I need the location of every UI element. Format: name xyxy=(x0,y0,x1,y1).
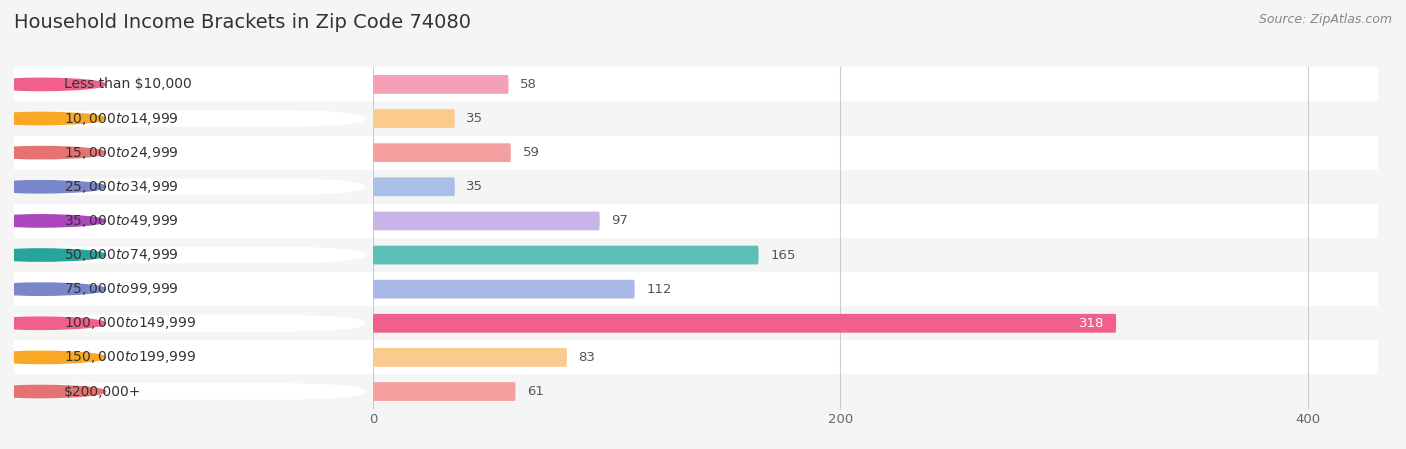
Text: 318: 318 xyxy=(1078,317,1105,330)
Bar xyxy=(14,340,373,374)
FancyBboxPatch shape xyxy=(18,110,366,127)
Text: 165: 165 xyxy=(770,249,796,261)
Bar xyxy=(373,204,1378,238)
Text: $100,000 to $149,999: $100,000 to $149,999 xyxy=(65,315,197,331)
FancyBboxPatch shape xyxy=(18,212,366,229)
FancyBboxPatch shape xyxy=(373,382,516,401)
Text: 35: 35 xyxy=(467,112,484,125)
FancyBboxPatch shape xyxy=(373,348,567,367)
FancyBboxPatch shape xyxy=(373,143,510,162)
FancyBboxPatch shape xyxy=(18,315,366,332)
Bar xyxy=(14,306,373,340)
Text: 112: 112 xyxy=(647,283,672,295)
FancyBboxPatch shape xyxy=(373,246,759,264)
Circle shape xyxy=(0,249,105,261)
FancyBboxPatch shape xyxy=(18,178,366,195)
Bar xyxy=(14,238,373,272)
Circle shape xyxy=(0,317,105,330)
Text: Source: ZipAtlas.com: Source: ZipAtlas.com xyxy=(1258,13,1392,26)
Bar xyxy=(373,238,1378,272)
FancyBboxPatch shape xyxy=(373,75,509,94)
Bar xyxy=(373,306,1378,340)
Bar xyxy=(14,101,373,136)
FancyBboxPatch shape xyxy=(373,109,454,128)
Text: 58: 58 xyxy=(520,78,537,91)
Text: $15,000 to $24,999: $15,000 to $24,999 xyxy=(65,145,179,161)
FancyBboxPatch shape xyxy=(18,247,366,264)
Bar xyxy=(14,272,373,306)
Circle shape xyxy=(0,78,105,91)
FancyBboxPatch shape xyxy=(18,76,366,93)
FancyBboxPatch shape xyxy=(373,211,599,230)
Text: $25,000 to $34,999: $25,000 to $34,999 xyxy=(65,179,179,195)
Bar xyxy=(14,374,373,409)
Bar xyxy=(373,136,1378,170)
Circle shape xyxy=(0,283,105,295)
Bar xyxy=(14,136,373,170)
Text: Less than $10,000: Less than $10,000 xyxy=(65,77,193,92)
FancyBboxPatch shape xyxy=(373,280,634,299)
Text: 59: 59 xyxy=(523,146,540,159)
Circle shape xyxy=(0,385,105,398)
Text: 61: 61 xyxy=(527,385,544,398)
Bar xyxy=(373,170,1378,204)
Text: 83: 83 xyxy=(579,351,596,364)
Bar xyxy=(14,67,373,101)
FancyBboxPatch shape xyxy=(18,144,366,161)
Text: $35,000 to $49,999: $35,000 to $49,999 xyxy=(65,213,179,229)
Text: 97: 97 xyxy=(612,215,628,227)
Bar xyxy=(14,204,373,238)
Bar xyxy=(373,67,1378,101)
Circle shape xyxy=(0,351,105,364)
Text: $75,000 to $99,999: $75,000 to $99,999 xyxy=(65,281,179,297)
Bar xyxy=(373,272,1378,306)
Text: 35: 35 xyxy=(467,180,484,193)
Bar xyxy=(373,374,1378,409)
Circle shape xyxy=(0,146,105,159)
FancyBboxPatch shape xyxy=(18,383,366,400)
Text: Household Income Brackets in Zip Code 74080: Household Income Brackets in Zip Code 74… xyxy=(14,13,471,32)
Bar xyxy=(373,340,1378,374)
Circle shape xyxy=(0,112,105,125)
Text: $200,000+: $200,000+ xyxy=(65,384,142,399)
Circle shape xyxy=(0,180,105,193)
Bar xyxy=(14,170,373,204)
Text: $150,000 to $199,999: $150,000 to $199,999 xyxy=(65,349,197,365)
FancyBboxPatch shape xyxy=(373,314,1116,333)
Text: $10,000 to $14,999: $10,000 to $14,999 xyxy=(65,110,179,127)
FancyBboxPatch shape xyxy=(373,177,454,196)
Text: $50,000 to $74,999: $50,000 to $74,999 xyxy=(65,247,179,263)
Circle shape xyxy=(0,215,105,227)
Bar xyxy=(373,101,1378,136)
FancyBboxPatch shape xyxy=(18,281,366,298)
FancyBboxPatch shape xyxy=(18,349,366,366)
